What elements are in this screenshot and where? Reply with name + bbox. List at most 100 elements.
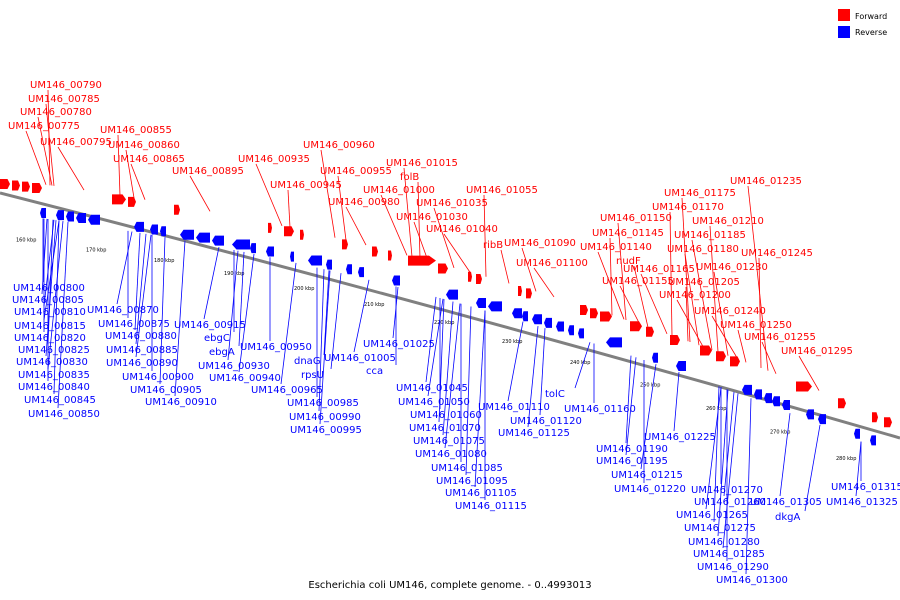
forward-gene-arrow [716, 351, 726, 362]
reverse-gene-arrow [266, 246, 274, 257]
reverse-label-leader [723, 391, 735, 497]
forward-label-leader [533, 267, 555, 298]
forward-label-leader [669, 211, 673, 336]
forward-gene-label: UM146_00860 [108, 140, 180, 151]
reverse-gene-arrow [446, 289, 458, 300]
reverse-label-leader [427, 298, 444, 397]
reverse-gene-arrow [742, 384, 752, 395]
forward-label-leader [633, 265, 649, 328]
forward-label-leader [337, 175, 347, 241]
reverse-gene-arrow [870, 435, 876, 446]
reverse-label-leader [47, 221, 64, 370]
reverse-gene-label: UM146_00850 [28, 409, 100, 420]
axis-tick-label: 240 kbp [570, 360, 590, 366]
reverse-gene-arrow [512, 308, 522, 319]
reverse-gene-labels: UM146_00800UM146_00805UM146_00810UM146_0… [12, 218, 900, 586]
forward-gene-label: UM146_01295 [781, 346, 853, 357]
forward-label-leader [713, 271, 729, 356]
reverse-label-leader [507, 321, 524, 402]
forward-label-leader [617, 222, 627, 321]
reverse-label-leader [238, 251, 245, 347]
reverse-gene-label: UM146_01315 [831, 482, 900, 493]
reverse-gene-arrow [76, 212, 86, 223]
reverse-label-leader [625, 357, 637, 456]
reverse-gene-label: UM146_00915 [174, 320, 246, 331]
forward-gene-arrow [476, 273, 482, 284]
forward-gene-label: UM146_01145 [592, 228, 664, 239]
reverse-gene-arrow [532, 314, 542, 325]
reverse-gene-label: UM146_01050 [398, 397, 470, 408]
reverse-gene-label: UM146_01285 [693, 549, 765, 560]
reverse-gene-label: UM146_00845 [24, 395, 96, 406]
legend: Forward Reverse [838, 9, 887, 38]
reverse-gene-label: UM146_01060 [410, 410, 482, 421]
reverse-gene-label: UM146_01070 [409, 423, 481, 434]
reverse-gene-label: UM146_01215 [611, 470, 683, 481]
forward-gene-label: UM146_01185 [674, 230, 746, 241]
reverse-gene-arrow [476, 297, 486, 308]
forward-label-leader [483, 194, 487, 277]
reverse-label-leader [323, 270, 330, 356]
reverse-label-leader [135, 234, 152, 358]
reverse-gene-arrow [40, 207, 46, 218]
forward-gene-label: UM146_01230 [696, 262, 768, 273]
forward-gene-label: UM146_00980 [328, 197, 400, 208]
reverse-label-leader [527, 325, 539, 428]
reverse-label-leader [855, 441, 862, 497]
reverse-gene-label: ebgA [209, 347, 235, 358]
forward-label-leader [320, 149, 336, 238]
reverse-label-leader [53, 220, 60, 395]
forward-gene-arrow [526, 288, 532, 299]
forward-gene-label: UM146_01255 [744, 332, 816, 343]
forward-label-leader [443, 233, 471, 273]
forward-gene-arrow [408, 255, 436, 266]
forward-label-leader [691, 239, 713, 350]
forward-label-leader [413, 221, 429, 261]
forward-label-leader [521, 247, 537, 292]
forward-gene-label: UM146_01000 [363, 185, 435, 196]
forward-label-leader [57, 146, 85, 191]
reverse-label-leader [713, 386, 720, 523]
reverse-gene-arrow [196, 232, 210, 243]
reverse-label-leader [135, 233, 147, 345]
forward-label-leader [619, 285, 641, 325]
reverse-label-leader [280, 262, 297, 385]
forward-gene-arrow [600, 311, 612, 322]
forward-gene-label: UM146_01055 [466, 185, 538, 196]
reverse-label-leader [804, 424, 821, 512]
forward-label-leader [189, 175, 211, 212]
forward-gene-label: UM146_00960 [303, 140, 375, 151]
axis-tick-label: 270 kbp [770, 430, 790, 436]
forward-gene-label: UM146_01235 [730, 176, 802, 187]
map-caption: Escherichia coli UM146, complete genome.… [308, 580, 591, 591]
forward-gene-label: UM146_01100 [516, 258, 588, 269]
reverse-gene-arrow [232, 239, 250, 250]
reverse-gene-label: UM146_01125 [498, 428, 570, 439]
reverse-gene-label: ebgC [204, 333, 230, 344]
legend-reverse-swatch [838, 26, 850, 38]
reverse-gene-arrow [212, 235, 224, 246]
reverse-label-leader [722, 393, 739, 549]
reverse-gene-label: UM146_01190 [596, 444, 668, 455]
forward-label-leader [345, 206, 367, 246]
forward-gene-arrow [12, 180, 20, 191]
forward-gene-arrow [700, 345, 712, 356]
reverse-label-leader [392, 287, 399, 339]
reverse-gene-arrow [290, 251, 294, 262]
reverse-gene-label: rpsU [301, 370, 324, 381]
forward-gene-label: UM146_00855 [100, 125, 172, 136]
forward-label-leader [287, 189, 291, 228]
axis-tick-label: 170 kbp [86, 247, 106, 253]
forward-gene-arrow [884, 417, 892, 428]
reverse-gene-label: tolC [545, 389, 565, 400]
axis-tick-label: 250 kbp [640, 383, 660, 389]
reverse-gene-label: UM146_01290 [697, 562, 769, 573]
forward-gene-arrow [174, 204, 180, 215]
axis-tick-label: 200 kbp [294, 286, 314, 292]
gene-features [0, 179, 892, 446]
reverse-label-leader [425, 296, 437, 383]
reverse-gene-arrow [544, 317, 552, 328]
reverse-gene-arrow [250, 243, 256, 254]
forward-gene-label: UM146_00780 [20, 107, 92, 118]
forward-gene-label: UM146_01015 [386, 158, 458, 169]
